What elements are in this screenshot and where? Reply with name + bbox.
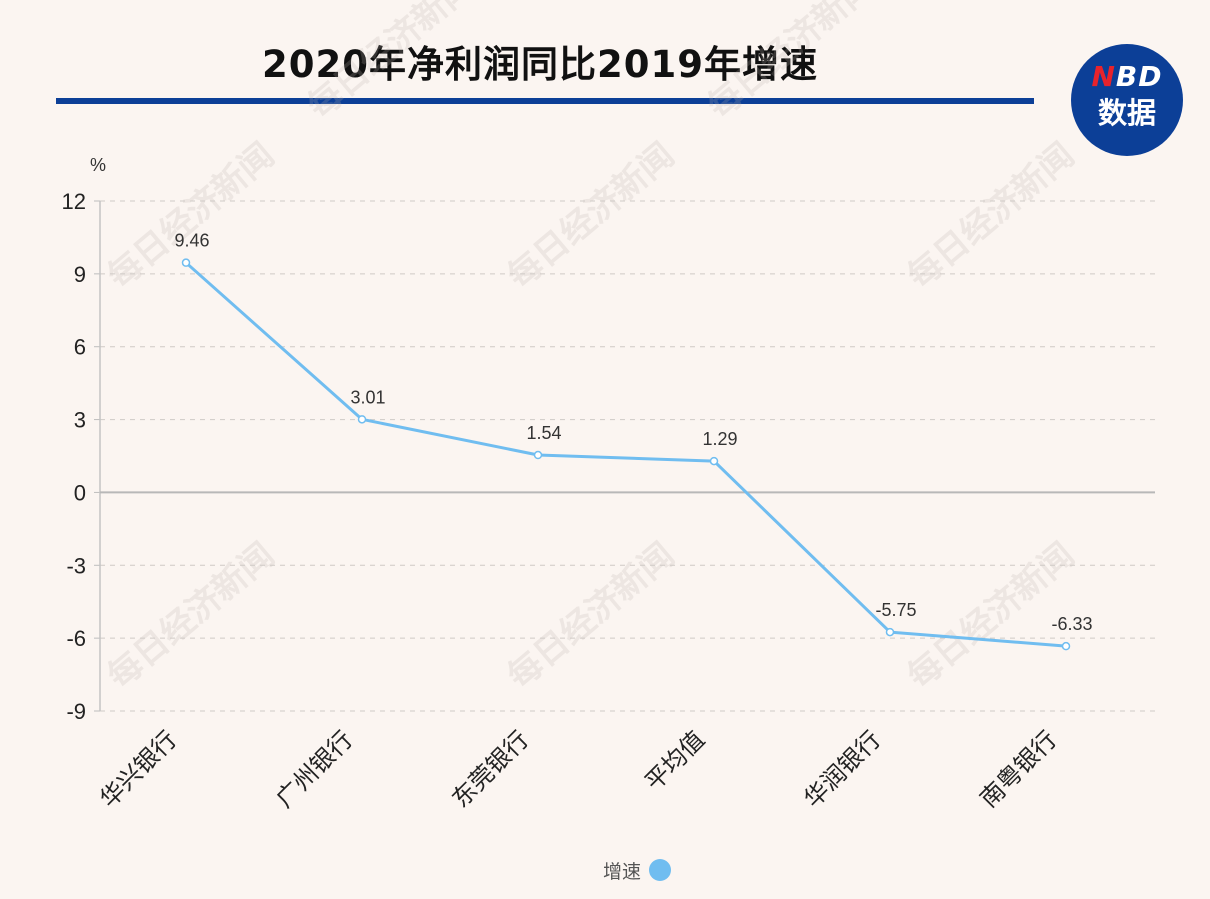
data-label: 3.01 [350,387,385,407]
data-point [885,627,895,637]
legend-label: 增速 [603,860,642,883]
data-point [357,415,367,424]
data-point [709,456,719,466]
y-tick-label: -6 [66,626,86,651]
logo-mark-rest: BD [1115,60,1163,93]
watermark-3: 每日经济新闻 [100,535,282,697]
chart-title: 2020年净利润同比2019年增速 [262,43,818,86]
y-tick-label: 0 [74,480,86,505]
data-label: 9.46 [174,231,209,251]
watermark-0: 每日经济新闻 [100,135,282,297]
y-tick-label: 12 [62,189,86,214]
logo-text: 数据 [1097,96,1156,130]
y-tick-label: 9 [74,262,86,287]
x-tick-label: 东莞银行 [447,725,535,813]
series-line [185,261,1067,648]
data-point [181,258,191,267]
y-tick-label: 6 [74,335,86,360]
x-tick-label: 平均值 [640,725,711,796]
x-tick-label: 广州银行 [271,725,359,813]
y-tick-label: -9 [66,699,86,724]
x-tick-label: 华润银行 [799,725,887,813]
y-axis-unit: % [90,155,106,175]
logo-mark: NBD [1071,62,1183,92]
watermark-1: 每日经济新闻 [500,135,682,297]
watermark-4: 每日经济新闻 [500,535,682,697]
legend: 增速 [603,857,672,883]
watermark-6: 每日经济新闻 [300,0,482,127]
watermark-7: 每日经济新闻 [700,0,882,127]
data-label: -5.75 [875,600,916,620]
y-tick-label: 3 [74,408,86,433]
logo-mark-n: N [1091,60,1116,93]
data-label: -6.33 [1051,614,1092,634]
y-tick-label: -3 [66,553,86,578]
title-underline [56,98,1034,104]
data-label: 1.29 [702,429,737,449]
x-tick-label: 南粤银行 [975,725,1063,813]
watermark-2: 每日经济新闻 [900,135,1082,297]
x-tick-label: 华兴银行 [95,725,183,813]
data-label: 1.54 [526,423,561,443]
nbd-logo: NBD 数据 [1071,44,1183,156]
data-point [1061,641,1071,651]
data-point [533,450,543,460]
legend-swatch [649,859,672,881]
